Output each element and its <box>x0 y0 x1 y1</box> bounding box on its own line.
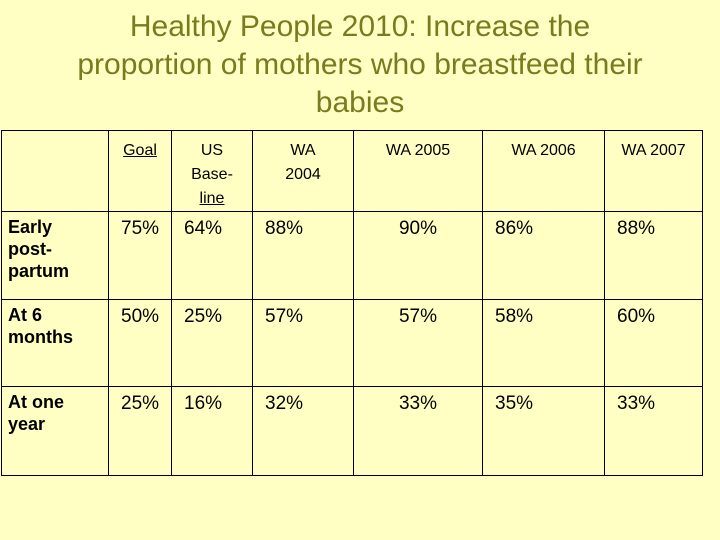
header-goal: Goal <box>108 130 172 212</box>
header-wa-2006: WA 2006 <box>482 130 605 212</box>
title-line-2: proportion of mothers who breastfeed the… <box>77 48 643 81</box>
cell-wa-2006: 58% <box>482 299 605 387</box>
cell-us-baseline: 25% <box>171 299 253 387</box>
cell-wa-2004: 88% <box>252 211 354 300</box>
cell-goal: 25% <box>108 386 172 476</box>
table-row: At one year 25% 16% 32% 33% 35% 33% <box>1 386 703 476</box>
cell-us-baseline: 64% <box>171 211 253 300</box>
cell-wa-2006: 35% <box>482 386 605 476</box>
row-label-at-6-months: At 6 months <box>1 299 109 387</box>
table-row: At 6 months 50% 25% 57% 57% 58% 60% <box>1 299 703 387</box>
cell-wa-2007: 88% <box>604 211 703 300</box>
header-wa-2005: WA 2005 <box>353 130 483 212</box>
row-label-at-one-year: At one year <box>1 386 109 476</box>
header-row: Goal US Base- line WA 2004 WA 2005 WA 20… <box>1 130 703 212</box>
breastfeeding-table: Goal US Base- line WA 2004 WA 2005 WA 20… <box>1 130 703 476</box>
cell-wa-2005: 57% <box>353 299 483 387</box>
cell-goal: 50% <box>108 299 172 387</box>
table-row: Early post- partum 75% 64% 88% 90% 86% 8… <box>1 211 703 300</box>
header-wa-2007: WA 2007 <box>604 130 703 212</box>
cell-goal: 75% <box>108 211 172 300</box>
title-line-3: babies <box>315 86 405 119</box>
cell-wa-2004: 32% <box>252 386 354 476</box>
cell-us-baseline: 16% <box>171 386 253 476</box>
cell-wa-2007: 60% <box>604 299 703 387</box>
header-us-baseline: US Base- line <box>171 130 253 212</box>
slide-title: Healthy People 2010: Increase the propor… <box>20 8 700 122</box>
cell-wa-2005: 90% <box>353 211 483 300</box>
header-corner-cell <box>1 130 109 212</box>
cell-wa-2005: 33% <box>353 386 483 476</box>
cell-wa-2006: 86% <box>482 211 605 300</box>
header-wa-2004: WA 2004 <box>252 130 354 212</box>
cell-wa-2007: 33% <box>604 386 703 476</box>
row-label-early-postpartum: Early post- partum <box>1 211 109 300</box>
title-line-1: Healthy People 2010: Increase the <box>129 10 591 43</box>
cell-wa-2004: 57% <box>252 299 354 387</box>
